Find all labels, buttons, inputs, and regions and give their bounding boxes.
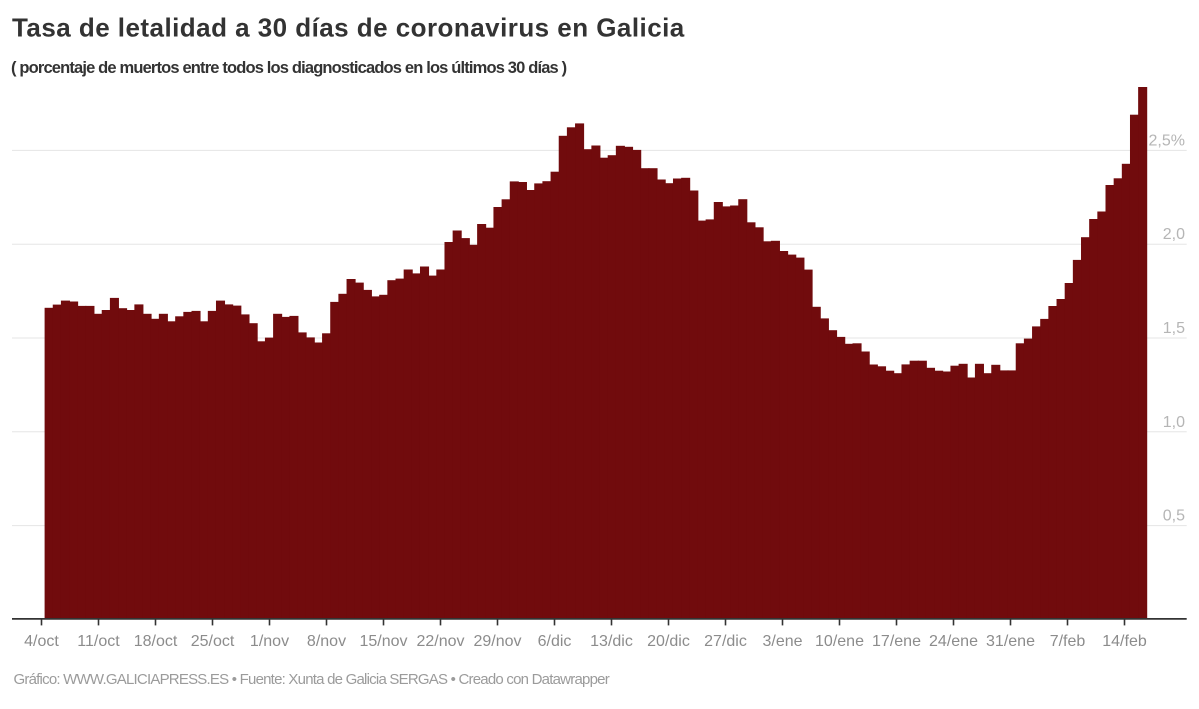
svg-text:2,5%: 2,5% [1149,132,1185,149]
svg-text:0,5: 0,5 [1163,508,1185,525]
svg-text:6/dic: 6/dic [538,633,572,650]
svg-text:3/ene: 3/ene [762,633,802,650]
svg-text:1/nov: 1/nov [250,633,289,650]
svg-text:29/nov: 29/nov [473,633,521,650]
svg-text:24/ene: 24/ene [929,633,978,650]
svg-text:18/oct: 18/oct [134,633,178,650]
svg-text:13/dic: 13/dic [590,633,633,650]
svg-text:10/ene: 10/ene [815,633,864,650]
svg-text:15/nov: 15/nov [359,633,407,650]
svg-text:27/dic: 27/dic [704,633,747,650]
svg-text:1,0: 1,0 [1163,414,1185,431]
svg-text:( porcentaje de muertos entre: ( porcentaje de muertos entre todos los … [11,59,567,77]
svg-text:31/ene: 31/ene [986,633,1035,650]
svg-text:14/feb: 14/feb [1102,633,1147,650]
svg-text:Gráfico: WWW.GALICIAPRESS.ES •: Gráfico: WWW.GALICIAPRESS.ES • Fuente: X… [14,671,610,688]
svg-text:4/oct: 4/oct [24,633,59,650]
svg-text:Tasa de letalidad a 30 días de: Tasa de letalidad a 30 días de coronavir… [12,12,685,42]
svg-text:7/feb: 7/feb [1050,633,1086,650]
svg-text:25/oct: 25/oct [191,633,235,650]
svg-text:2,0: 2,0 [1163,226,1185,243]
svg-text:11/oct: 11/oct [77,633,120,650]
svg-text:22/nov: 22/nov [416,633,464,650]
svg-text:1,5: 1,5 [1163,320,1185,337]
svg-text:8/nov: 8/nov [307,633,346,650]
svg-text:17/ene: 17/ene [872,633,921,650]
svg-text:20/dic: 20/dic [647,633,690,650]
